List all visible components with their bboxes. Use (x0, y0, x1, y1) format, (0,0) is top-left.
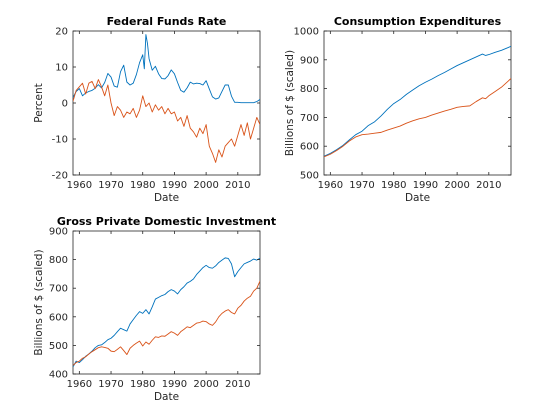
y-tick-label: 800 (49, 255, 68, 266)
y-tick-label: 900 (49, 227, 68, 238)
x-tick-label: 2000 (444, 180, 469, 191)
y-axis-label: Percent (33, 83, 45, 123)
x-tick-label: 1970 (98, 180, 123, 191)
y-tick-label: 500 (300, 171, 319, 182)
x-tick-label: 1990 (162, 180, 187, 191)
x-tick-label: 1970 (98, 379, 123, 390)
x-tick-label: 1960 (67, 180, 92, 191)
series-line-1 (73, 34, 260, 104)
y-tick-label: 700 (49, 284, 68, 295)
y-tick-label: 400 (49, 370, 68, 381)
x-axis-label: Date (154, 391, 179, 403)
plot-area (72, 30, 261, 176)
chart-title: Federal Funds Rate (107, 15, 227, 28)
series-line-1 (324, 45, 511, 157)
y-tick-label: 20 (55, 27, 68, 38)
y-tick-label: 800 (300, 84, 319, 95)
chart-2: 1960 1970 1980 1990 2000 2010 500 600 700 800 900 1… (284, 15, 512, 204)
y-tick-label: -10 (52, 135, 68, 146)
x-axis-label: Date (154, 192, 179, 204)
x-tick-label: 2000 (193, 379, 218, 390)
x-tick-label: 1960 (67, 379, 92, 390)
series-line-1 (73, 257, 260, 368)
x-tick-label: 1990 (413, 180, 438, 191)
x-axis-label: Date (405, 192, 430, 204)
y-axis-label: Billions of $ (scaled) (33, 249, 45, 355)
x-tick-label: 1980 (130, 180, 155, 191)
x-tick-label: 1980 (130, 379, 155, 390)
chart-1: 1960 1970 1980 1990 2000 2010 -20 -10 0 10 20 Feder… (33, 15, 261, 204)
plot-area (72, 230, 261, 375)
y-tick-label: 0 (62, 99, 68, 110)
chart-3: 1960 1970 1980 1990 2000 2010 400 500 600 700 800 9… (33, 215, 276, 403)
x-tick-label: 1980 (381, 180, 406, 191)
x-tick-label: 1960 (318, 180, 343, 191)
y-tick-label: 10 (55, 63, 68, 74)
x-tick-label: 2010 (225, 180, 250, 191)
y-tick-label: 1000 (294, 27, 319, 38)
x-tick-label: 1970 (349, 180, 374, 191)
chart-title: Consumption Expenditures (334, 15, 502, 28)
x-tick-label: 2000 (193, 180, 218, 191)
series-line-2 (73, 79, 260, 163)
y-axis-label: Billions of $ (scaled) (284, 50, 296, 156)
y-tick-label: 900 (300, 55, 319, 66)
chart-title: Gross Private Domestic Investment (57, 215, 276, 228)
series-line-2 (324, 78, 511, 158)
x-tick-label: 1990 (162, 379, 187, 390)
y-tick-label: 600 (49, 312, 68, 323)
y-tick-label: 700 (300, 113, 319, 124)
y-tick-label: 600 (300, 142, 319, 153)
plot-area (323, 30, 512, 176)
x-tick-label: 2010 (476, 180, 501, 191)
series-line-2 (73, 280, 260, 366)
x-tick-label: 2010 (225, 379, 250, 390)
y-tick-label: 500 (49, 341, 68, 352)
y-tick-label: -20 (52, 171, 68, 182)
